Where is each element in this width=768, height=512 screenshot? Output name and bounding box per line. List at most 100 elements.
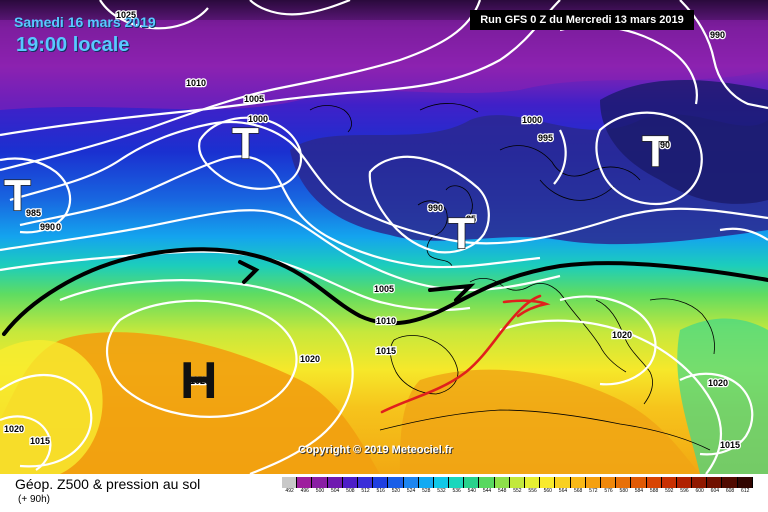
copyright-text: Copyright © 2019 Meteociel.fr xyxy=(298,444,453,456)
color-scale-value: 576 xyxy=(604,488,613,494)
isobars xyxy=(0,0,768,474)
pressure-label: 1020 xyxy=(4,424,24,434)
pressure-label: 1000 xyxy=(522,115,542,125)
color-scale-swatch xyxy=(540,477,556,488)
color-scale-swatch xyxy=(707,477,723,488)
color-scale-swatch xyxy=(600,477,617,488)
color-scale-swatch xyxy=(525,477,541,488)
color-scale-value: 512 xyxy=(361,488,370,494)
color-scale-value: 572 xyxy=(589,488,598,494)
color-scale-swatch xyxy=(692,477,708,488)
color-scale-swatch xyxy=(616,477,632,488)
pressure-label: 1020 xyxy=(612,330,632,340)
pressure-label: 1010 xyxy=(186,78,206,88)
color-scale-swatch xyxy=(388,477,404,488)
color-scale-value: 544 xyxy=(482,488,492,494)
pressure-label: 1000 xyxy=(248,114,268,124)
model-run-label: Run GFS 0 Z du Mercredi 13 mars 2019 xyxy=(470,10,694,30)
color-scale-value: 536 xyxy=(452,488,461,494)
color-scale-swatch xyxy=(342,477,358,488)
color-scale-value: 584 xyxy=(634,488,644,494)
west-yellow-patch xyxy=(0,340,103,474)
forecast-time: 19:00 locale xyxy=(16,34,130,56)
color-scale-swatch xyxy=(327,477,343,488)
color-scale-swatch xyxy=(418,477,434,488)
color-scale-swatch xyxy=(282,477,298,488)
color-scale-swatch xyxy=(509,477,525,488)
pressure-label: 1025 xyxy=(116,10,136,20)
color-scale-value: 608 xyxy=(725,488,735,494)
pressure-label: 1020 xyxy=(300,354,320,364)
pressure-label: 985 xyxy=(26,208,41,218)
color-scale-labels: 492 496 500 504 508 512 516 520 524 528 532 536 540 5… xyxy=(282,488,753,494)
color-scale-value: 500 xyxy=(315,488,325,494)
low-pressure-symbol: T xyxy=(4,171,31,220)
high-pressure-symbol: H xyxy=(180,352,218,410)
color-scale-swatch xyxy=(722,477,738,488)
color-scale-value: 612 xyxy=(741,488,750,494)
color-scale-value: 524 xyxy=(406,488,416,494)
color-scale-swatch xyxy=(570,477,586,488)
color-scale-value: 532 xyxy=(437,488,446,494)
color-scale-swatch xyxy=(357,477,374,488)
pressure-label: 90 xyxy=(660,140,670,150)
color-scale-swatch xyxy=(449,477,465,488)
low-pressure-symbol: T xyxy=(448,209,475,258)
pressure-label: 85 xyxy=(466,214,476,224)
anticyclone-orange-patch xyxy=(0,332,380,474)
color-scale-swatch xyxy=(676,477,693,488)
color-scale-swatch xyxy=(661,477,677,488)
color-scale-swatch xyxy=(373,477,389,488)
color-scale-value: 568 xyxy=(573,488,583,494)
northeast-dark-patch xyxy=(600,80,768,204)
pressure-label: 1005 xyxy=(374,284,394,294)
color-scale-swatch xyxy=(312,477,328,488)
color-scale-swatch xyxy=(403,477,419,488)
color-scale-value: 588 xyxy=(649,488,659,494)
color-scale-value: 516 xyxy=(376,488,385,494)
color-scale-value: 580 xyxy=(619,488,628,494)
pressure-label: 995 xyxy=(538,133,553,143)
legend-footer: Géop. Z500 & pression au sol (+ 90h) 492… xyxy=(0,474,768,512)
color-scale-value: 560 xyxy=(543,488,552,494)
color-scale-value: 592 xyxy=(665,488,674,494)
color-scale-value: 604 xyxy=(710,488,720,494)
low-pressure-symbol: T xyxy=(642,127,669,176)
color-scale-swatch xyxy=(555,477,571,488)
color-scale-swatch xyxy=(646,477,662,488)
pressure-label: 1025 xyxy=(190,376,210,386)
low-pressure-symbol: T xyxy=(232,119,259,168)
pressure-label: 1015 xyxy=(376,346,396,356)
color-scale-value: 556 xyxy=(528,488,537,494)
legend-subtitle: (+ 90h) xyxy=(18,494,50,505)
color-scale-swatch xyxy=(479,477,495,488)
pressure-label-group: 1025 1010 1005 1000 995 990 985 1000 990… xyxy=(3,9,742,452)
africa-orange-patch xyxy=(400,369,700,474)
color-scale-value: 520 xyxy=(391,488,401,494)
pressure-label: 990 xyxy=(40,222,55,232)
color-scale-value: 596 xyxy=(680,488,689,494)
warm-advection-arrow xyxy=(380,294,551,414)
pressure-label: 990 xyxy=(46,222,61,232)
jet-stream xyxy=(2,247,768,336)
pressure-label: 990 xyxy=(428,203,443,213)
color-scale-value: 508 xyxy=(346,488,355,494)
color-scale-value: 564 xyxy=(558,488,568,494)
color-scale-value: 504 xyxy=(330,488,340,494)
color-scale-value: 548 xyxy=(498,488,507,494)
color-scale-value: 552 xyxy=(513,488,522,494)
pressure-label: 1005 xyxy=(244,94,264,104)
pressure-label: 1020 xyxy=(708,378,728,388)
color-scale-cells xyxy=(282,477,753,488)
color-scale-swatch xyxy=(464,477,480,488)
color-scale-value: 492 xyxy=(285,488,294,494)
color-scale-swatch xyxy=(737,477,753,488)
color-scale-swatch xyxy=(585,477,601,488)
forecast-map: 1025 1010 1005 1000 995 990 985 1000 990… xyxy=(0,0,768,474)
color-scale-value: 496 xyxy=(300,488,309,494)
color-scale-value: 600 xyxy=(695,488,704,494)
color-scale-value: 540 xyxy=(467,488,477,494)
color-scale: 492 496 500 504 508 512 516 520 524 528 532 536 540 5… xyxy=(282,477,753,494)
color-scale-swatch xyxy=(494,477,510,488)
pressure-label: 1015 xyxy=(30,436,50,446)
